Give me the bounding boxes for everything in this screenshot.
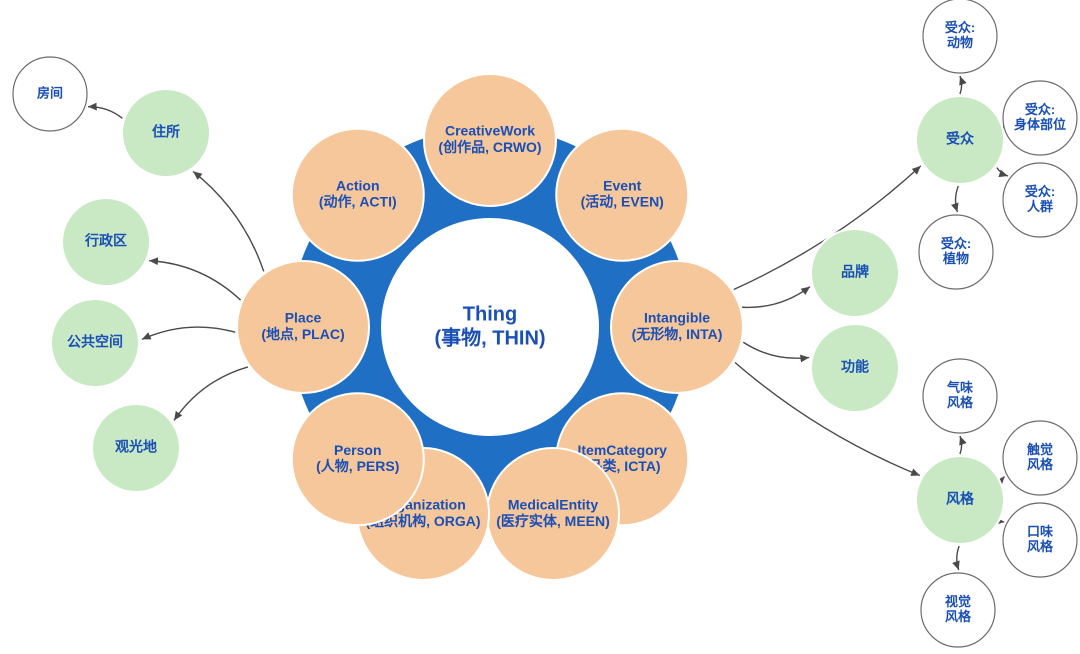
node-g_aud: 受众 bbox=[916, 96, 1004, 184]
node-w_aud_body: 受众:身体部位 bbox=[1003, 81, 1077, 155]
edge bbox=[742, 287, 810, 308]
svg-text:受众:: 受众: bbox=[1025, 184, 1055, 199]
edge bbox=[174, 367, 248, 421]
node-g_home: 住所 bbox=[122, 89, 210, 177]
petal-event: Event(活动, EVEN) bbox=[556, 129, 688, 261]
svg-text:动物: 动物 bbox=[947, 35, 973, 50]
svg-text:观光地: 观光地 bbox=[115, 439, 157, 455]
petal-medicalentity: MedicalEntity(医疗实体, MEEN) bbox=[487, 448, 619, 580]
petal-action: Action(动作, ACTI) bbox=[292, 129, 424, 261]
svg-text:风格: 风格 bbox=[945, 609, 972, 624]
svg-text:Thing: Thing bbox=[463, 303, 517, 325]
svg-text:Event: Event bbox=[603, 177, 641, 193]
svg-text:ItemCategory: ItemCategory bbox=[577, 442, 667, 458]
node-g_brand: 品牌 bbox=[811, 229, 899, 317]
node-w_sty_taste: 口味风格 bbox=[1003, 503, 1077, 577]
svg-text:气味: 气味 bbox=[947, 380, 973, 395]
node-w_aud_ppl: 受众:人群 bbox=[1003, 163, 1077, 237]
edge bbox=[960, 76, 962, 94]
svg-text:Intangible: Intangible bbox=[644, 310, 710, 326]
node-w_room: 房间 bbox=[13, 57, 87, 131]
center-layer: Thing(事物, THIN) bbox=[380, 217, 600, 437]
svg-text:视觉: 视觉 bbox=[945, 594, 971, 609]
edge bbox=[142, 327, 235, 339]
svg-text:Person: Person bbox=[334, 442, 381, 458]
node-w_sty_vis: 视觉风格 bbox=[921, 573, 995, 647]
edge bbox=[957, 546, 959, 570]
node-w_sty_touch: 触觉风格 bbox=[1003, 421, 1077, 495]
svg-text:身体部位: 身体部位 bbox=[1014, 117, 1066, 132]
edge bbox=[1001, 521, 1004, 523]
node-g_public: 公共空间 bbox=[51, 299, 139, 387]
svg-text:植物: 植物 bbox=[942, 251, 969, 266]
ontology-diagram: CreativeWork(创作品, CRWO)Event(活动, EVEN)In… bbox=[0, 0, 1080, 654]
svg-text:(动作, ACTI): (动作, ACTI) bbox=[319, 194, 397, 210]
edge bbox=[149, 261, 240, 300]
svg-text:住所: 住所 bbox=[152, 124, 180, 140]
svg-text:(地点, PLAC): (地点, PLAC) bbox=[261, 326, 344, 342]
svg-text:人群: 人群 bbox=[1027, 199, 1053, 214]
svg-text:(创作品, CRWO): (创作品, CRWO) bbox=[438, 139, 541, 155]
petal-place: Place(地点, PLAC) bbox=[237, 261, 369, 393]
svg-text:风格: 风格 bbox=[946, 491, 975, 507]
svg-text:Action: Action bbox=[336, 177, 380, 193]
petal-person: Person(人物, PERS) bbox=[292, 393, 424, 525]
svg-text:口味: 口味 bbox=[1027, 524, 1053, 539]
svg-text:MedicalEntity: MedicalEntity bbox=[508, 497, 598, 513]
svg-text:品牌: 品牌 bbox=[841, 264, 869, 280]
svg-text:Place: Place bbox=[285, 310, 322, 326]
node-g_style: 风格 bbox=[916, 456, 1004, 544]
node-w_aud_anim: 受众:动物 bbox=[923, 0, 997, 73]
svg-text:受众: 受众 bbox=[946, 131, 974, 147]
petal-creativework: CreativeWork(创作品, CRWO) bbox=[424, 74, 556, 206]
svg-text:公共空间: 公共空间 bbox=[67, 334, 123, 350]
svg-text:受众:: 受众: bbox=[1025, 102, 1055, 117]
edge bbox=[956, 186, 959, 212]
svg-text:受众:: 受众: bbox=[945, 20, 975, 35]
node-g_func: 功能 bbox=[811, 324, 899, 412]
node-g_tour: 观光地 bbox=[92, 404, 180, 492]
svg-text:行政区: 行政区 bbox=[84, 233, 127, 249]
svg-text:风格: 风格 bbox=[947, 395, 974, 410]
svg-text:风格: 风格 bbox=[1027, 457, 1054, 472]
svg-text:功能: 功能 bbox=[841, 359, 869, 375]
svg-text:(活动, EVEN): (活动, EVEN) bbox=[581, 194, 664, 210]
edge bbox=[88, 107, 122, 119]
edge bbox=[193, 171, 264, 271]
edge bbox=[1001, 477, 1005, 479]
node-w_sty_smell: 气味风格 bbox=[923, 359, 997, 433]
svg-text:房间: 房间 bbox=[37, 85, 63, 100]
svg-text:受众:: 受众: bbox=[941, 236, 971, 251]
petal-intangible: Intangible(无形物, INTA) bbox=[611, 261, 743, 393]
node-w_aud_plant: 受众:植物 bbox=[919, 215, 993, 289]
svg-text:(事物, THIN): (事物, THIN) bbox=[434, 325, 545, 349]
edge bbox=[997, 168, 1008, 176]
edge bbox=[960, 436, 962, 454]
node-g_admin: 行政区 bbox=[62, 198, 150, 286]
edge bbox=[743, 342, 809, 358]
svg-text:(无形物, INTA): (无形物, INTA) bbox=[632, 326, 723, 342]
center-node: Thing(事物, THIN) bbox=[380, 217, 600, 437]
svg-text:风格: 风格 bbox=[1027, 539, 1054, 554]
svg-text:CreativeWork: CreativeWork bbox=[445, 123, 535, 139]
svg-text:(人物, PERS): (人物, PERS) bbox=[316, 458, 399, 474]
svg-text:(医疗实体, MEEN): (医疗实体, MEEN) bbox=[496, 513, 610, 529]
svg-text:触觉: 触觉 bbox=[1026, 442, 1053, 457]
